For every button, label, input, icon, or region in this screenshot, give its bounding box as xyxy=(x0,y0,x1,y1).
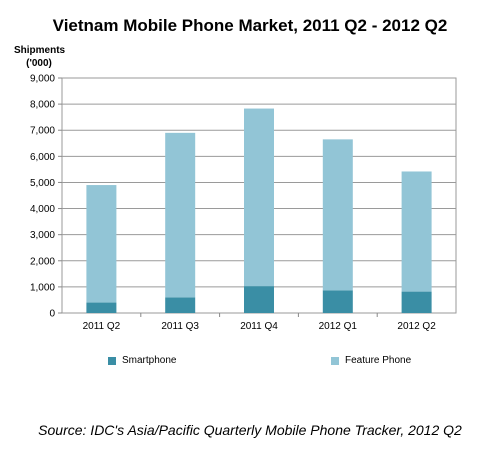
y-tick-label: 4,000 xyxy=(30,204,55,215)
y-tick-label: 9,000 xyxy=(30,74,55,85)
bar-feature-phone xyxy=(322,139,353,291)
x-tick-label: 2011 Q2 xyxy=(83,321,121,332)
y-axis-label-line: ('000) xyxy=(26,58,52,69)
bar-smartphone xyxy=(244,286,274,313)
bar-smartphone xyxy=(322,290,353,313)
legend-label-feature-phone: Feature Phone xyxy=(345,355,412,366)
x-tick-label: 2011 Q3 xyxy=(161,321,199,332)
x-tick-label: 2012 Q2 xyxy=(397,321,436,332)
bar-feature-phone xyxy=(401,171,432,292)
y-tick-label: 5,000 xyxy=(30,178,55,189)
y-tick-label: 6,000 xyxy=(30,152,55,163)
y-tick-label: 1,000 xyxy=(30,282,55,293)
legend-item-smartphone: Smartphone xyxy=(108,355,176,366)
y-tick-label: 3,000 xyxy=(30,230,55,241)
legend-label-smartphone: Smartphone xyxy=(122,355,177,366)
y-axis-label-line: Shipments xyxy=(14,45,66,56)
x-tick-label: 2011 Q4 xyxy=(240,321,278,332)
legend-swatch-smartphone xyxy=(108,356,116,365)
bar-feature-phone xyxy=(165,132,196,298)
legend-swatch-feature-phone xyxy=(331,356,339,365)
chart-title: Vietnam Mobile Phone Market, 2011 Q2 - 2… xyxy=(52,16,448,35)
y-tick-label: 8,000 xyxy=(30,100,55,111)
y-tick-label: 2,000 xyxy=(30,256,55,267)
legend-item-feature-phone: Feature Phone xyxy=(331,355,411,366)
bar-smartphone xyxy=(86,302,117,313)
y-tick-label: 0 xyxy=(49,309,55,320)
bar-feature-phone xyxy=(86,185,117,303)
source-note: Source: IDC's Asia/Pacific Quarterly Mob… xyxy=(38,422,462,438)
x-tick-label: 2012 Q1 xyxy=(319,321,358,332)
y-tick-label: 7,000 xyxy=(30,126,55,137)
y-axis-label: Shipments ('000) xyxy=(14,44,66,70)
bar-smartphone xyxy=(401,291,432,313)
bar-feature-phone xyxy=(244,108,274,287)
bar-smartphone xyxy=(165,297,196,313)
